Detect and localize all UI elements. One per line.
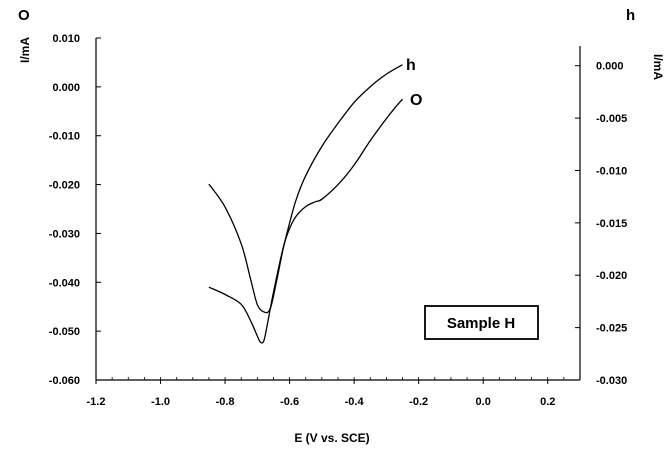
x-axis-title: E (V vs. SCE) bbox=[294, 431, 369, 445]
left-y-tick-label: -0.020 bbox=[49, 180, 80, 192]
right-y-axis-title: I/mA bbox=[651, 54, 665, 80]
right-y-tick-label: -0.025 bbox=[596, 323, 627, 335]
right-y-tick-label: -0.005 bbox=[596, 113, 627, 125]
left-y-tick-label: -0.040 bbox=[49, 277, 80, 289]
right-y-axis-ticks: 0.000 -0.005 -0.010 -0.015 -0.020 -0.025 -0.03… bbox=[575, 61, 627, 387]
series-h-line bbox=[208, 64, 403, 314]
right-y-tick-label: -0.030 bbox=[596, 375, 627, 387]
right-y-tick-label: -0.015 bbox=[596, 218, 627, 230]
x-tick-label: -0.8 bbox=[216, 396, 235, 408]
left-y-axis-title: I/mA bbox=[18, 37, 32, 63]
right-y-tick-label: -0.010 bbox=[596, 165, 627, 177]
x-tick-label: -1.2 bbox=[87, 396, 106, 408]
x-tick-label: -0.4 bbox=[345, 396, 365, 408]
left-axis-series-label: O bbox=[18, 7, 30, 24]
series-o-end-label: O bbox=[410, 92, 422, 109]
right-axis-series-label: h bbox=[626, 7, 635, 24]
right-y-tick-label: -0.020 bbox=[596, 270, 627, 282]
sample-annotation: Sample H bbox=[424, 305, 539, 340]
sample-annotation-text: Sample H bbox=[447, 315, 515, 332]
left-y-tick-label: -0.050 bbox=[49, 326, 80, 338]
sample-annotation-box bbox=[424, 305, 539, 340]
left-y-tick-label: -0.030 bbox=[49, 228, 80, 240]
left-y-tick-label: 0.010 bbox=[52, 33, 80, 45]
left-y-tick-label: -0.060 bbox=[49, 375, 80, 387]
x-tick-label: -0.2 bbox=[409, 396, 428, 408]
x-tick-label: -1.0 bbox=[151, 396, 170, 408]
left-y-tick-label: 0.000 bbox=[52, 82, 80, 94]
x-tick-label: 0.0 bbox=[476, 396, 491, 408]
series-o-line bbox=[208, 98, 403, 344]
x-axis-ticks: -1.2 -1.0 -0.8 -0.6 -0.4 -0.2 0.0 0.2 bbox=[87, 377, 581, 408]
left-y-tick-label: -0.010 bbox=[49, 131, 80, 143]
x-tick-label: 0.2 bbox=[540, 396, 555, 408]
series-h-end-label: h bbox=[406, 57, 416, 74]
x-tick-label: -0.6 bbox=[280, 396, 299, 408]
right-y-tick-label: 0.000 bbox=[596, 61, 624, 73]
left-y-axis-ticks: 0.010 0.000 -0.010 -0.020 -0.030 -0.040 -0.050… bbox=[49, 33, 101, 387]
